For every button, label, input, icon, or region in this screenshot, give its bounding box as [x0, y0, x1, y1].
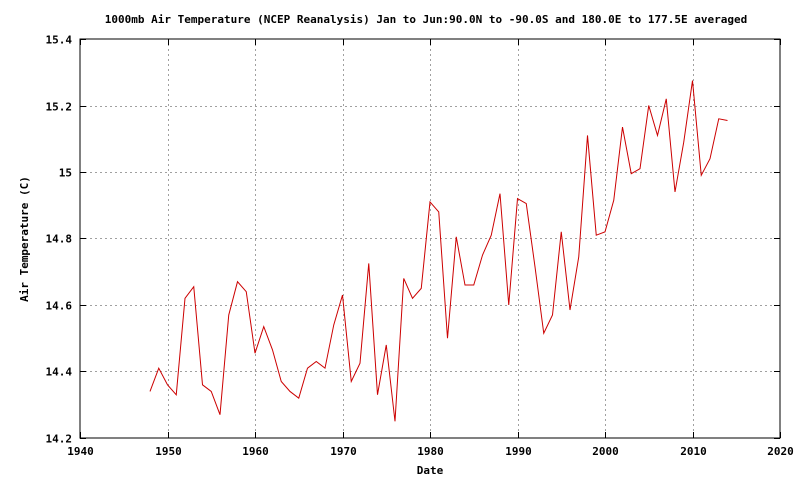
x-tick-label: 2020 — [767, 445, 794, 458]
data-point — [569, 308, 572, 311]
data-point — [437, 210, 440, 213]
data-point — [210, 390, 213, 393]
data-point — [560, 230, 563, 233]
data-point — [306, 367, 309, 370]
data-point — [490, 234, 493, 237]
data-point — [402, 277, 405, 280]
x-tick-label: 1960 — [242, 445, 269, 458]
data-point — [464, 284, 467, 287]
data-point — [700, 174, 703, 177]
y-tick-label: 15.4 — [46, 34, 73, 47]
data-point — [726, 119, 729, 122]
series-line — [149, 80, 728, 422]
data-point — [682, 141, 685, 144]
y-tick-label: 15 — [59, 167, 72, 180]
data-point — [595, 234, 598, 237]
data-point — [157, 367, 160, 370]
y-tick-label: 14.4 — [46, 366, 73, 379]
data-point — [420, 287, 423, 290]
series-layer — [149, 79, 729, 423]
x-tick-label: 1950 — [155, 445, 182, 458]
data-point — [525, 202, 528, 205]
data-point — [604, 230, 607, 233]
data-point — [647, 104, 650, 107]
data-point — [481, 254, 484, 257]
data-point — [359, 362, 362, 365]
data-point — [245, 290, 248, 293]
x-tick-label: 1990 — [505, 445, 532, 458]
y-tick-label: 14.2 — [46, 433, 73, 446]
data-point — [691, 79, 694, 82]
data-point — [499, 192, 502, 195]
grid — [80, 39, 780, 438]
data-point — [324, 367, 327, 370]
x-tick-label: 2000 — [592, 445, 619, 458]
axis-ticks: 1940 1950 1960 1970 1980 1990 2000 2010 2020 14.2… — [46, 34, 794, 459]
data-point — [621, 126, 624, 129]
data-point — [376, 393, 379, 396]
data-point — [455, 235, 458, 238]
data-point — [219, 413, 222, 416]
data-point — [289, 390, 292, 393]
data-point — [577, 255, 580, 258]
y-tick-label: 14.6 — [46, 300, 73, 313]
data-point — [612, 199, 615, 202]
data-point — [656, 134, 659, 137]
data-point — [429, 200, 432, 203]
data-point — [262, 325, 265, 328]
data-point — [166, 383, 169, 386]
data-point — [297, 397, 300, 400]
data-point — [411, 297, 414, 300]
x-tick-label: 1980 — [417, 445, 444, 458]
data-point — [367, 262, 370, 265]
data-point — [184, 297, 187, 300]
data-point — [674, 190, 677, 193]
data-point — [709, 157, 712, 160]
data-point — [201, 383, 204, 386]
data-point — [341, 294, 344, 297]
y-tick-label: 15.2 — [46, 101, 73, 114]
data-point — [271, 348, 274, 351]
data-point — [446, 337, 449, 340]
data-point — [236, 280, 239, 283]
x-tick-label: 2010 — [680, 445, 707, 458]
data-point — [516, 197, 519, 200]
data-point — [586, 134, 589, 137]
data-point — [192, 285, 195, 288]
data-point — [315, 360, 318, 363]
x-axis-label: Date — [417, 464, 444, 477]
data-point — [472, 284, 475, 287]
data-point — [149, 390, 152, 393]
data-point — [227, 313, 230, 316]
data-point — [639, 167, 642, 170]
data-point — [630, 172, 633, 175]
y-axis-label: Air Temperature (C) — [18, 176, 31, 302]
data-point — [507, 304, 510, 307]
data-point — [254, 352, 257, 355]
y-tick-label: 14.8 — [46, 233, 73, 246]
data-point — [551, 313, 554, 316]
x-tick-label: 1970 — [330, 445, 357, 458]
data-point — [175, 393, 178, 396]
data-point — [394, 420, 397, 423]
data-point — [385, 343, 388, 346]
data-point — [665, 97, 668, 100]
data-point — [534, 265, 537, 268]
data-point — [332, 323, 335, 326]
data-point — [542, 332, 545, 335]
chart-title: 1000mb Air Temperature (NCEP Reanalysis)… — [105, 13, 747, 26]
x-tick-label: 1940 — [67, 445, 94, 458]
data-point — [350, 380, 353, 383]
data-point — [717, 117, 720, 120]
data-point — [280, 380, 283, 383]
